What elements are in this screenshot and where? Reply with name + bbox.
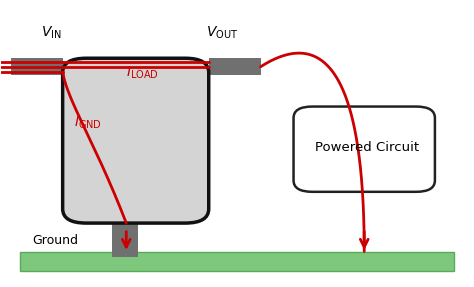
Text: $V_{\mathrm{IN}}$: $V_{\mathrm{IN}}$ [41, 25, 62, 41]
Text: Ground: Ground [32, 234, 78, 247]
FancyBboxPatch shape [293, 106, 435, 192]
Text: Powered Circuit: Powered Circuit [315, 141, 419, 154]
Bar [20, 251, 454, 272]
Bar [209, 58, 261, 75]
Bar [11, 58, 63, 75]
Bar [112, 223, 138, 257]
Text: $V_{\mathrm{OUT}}$: $V_{\mathrm{OUT}}$ [206, 25, 238, 41]
Text: $I_{\mathrm{GND}}$: $I_{\mathrm{GND}}$ [74, 114, 102, 131]
FancyBboxPatch shape [63, 58, 209, 223]
Text: $I_{\mathrm{LOAD}}$: $I_{\mathrm{LOAD}}$ [126, 65, 159, 81]
